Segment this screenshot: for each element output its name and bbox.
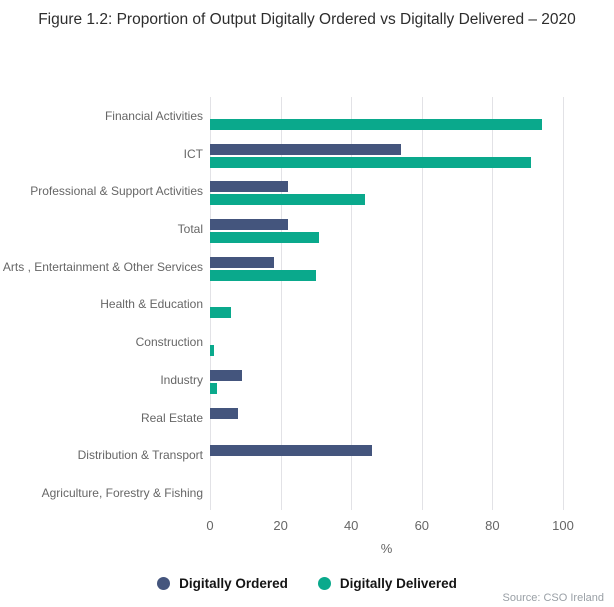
- bar-digitally-ordered: [210, 219, 288, 231]
- category-label: Distribution & Transport: [77, 448, 203, 463]
- x-axis-label: %: [380, 541, 393, 556]
- category-label: Industry: [160, 372, 203, 387]
- legend-dot-ordered-icon: [157, 577, 171, 590]
- category-row: Distribution & Transport: [0, 436, 614, 474]
- chart-title: Figure 1.2: Proportion of Output Digital…: [38, 11, 576, 28]
- x-axis-tick-label: 60: [414, 518, 430, 533]
- category-row: Financial Activities: [0, 97, 614, 135]
- legend-label-ordered: Digitally Ordered: [179, 576, 288, 591]
- bar-group: [210, 369, 614, 394]
- bar-digitally-delivered: [210, 382, 218, 394]
- category-label: Health & Education: [100, 297, 203, 312]
- bar-digitally-delivered: [210, 269, 316, 281]
- category-label: Construction: [135, 335, 203, 350]
- category-label: Financial Activities: [104, 108, 203, 123]
- category-label: Arts , Entertainment & Other Services: [2, 259, 203, 274]
- category-row: Industry: [0, 361, 614, 399]
- x-axis-tick-label: 100: [552, 518, 574, 533]
- bar-digitally-ordered: [210, 407, 239, 419]
- bar-digitally-delivered: [210, 156, 532, 168]
- bar-digitally-delivered: [210, 345, 214, 357]
- gridline: [492, 97, 494, 510]
- x-axis-tick-label: 40: [343, 518, 359, 533]
- category-row: Total: [0, 210, 614, 248]
- category-label: Professional & Support Activities: [30, 184, 203, 199]
- source-note: Source: CSO Ireland: [502, 592, 605, 604]
- x-axis-tick-label: 0: [206, 518, 214, 533]
- category-label: ICT: [183, 146, 203, 161]
- bar-group: [210, 256, 614, 281]
- category-row: Construction: [0, 323, 614, 361]
- legend-label-delivered: Digitally Delivered: [339, 576, 457, 591]
- gridline: [280, 97, 282, 510]
- x-axis-tick-label: 80: [485, 518, 500, 533]
- bar-group: [210, 407, 614, 432]
- bar-group: [210, 294, 614, 319]
- category-label: Total: [177, 222, 203, 237]
- bar-digitally-ordered: [210, 369, 242, 381]
- category-row: Arts , Entertainment & Other Services: [0, 248, 614, 286]
- bar-digitally-ordered: [210, 181, 288, 193]
- gridline: [421, 97, 423, 510]
- x-axis-tick-label: 20: [273, 518, 288, 533]
- bar-digitally-delivered: [210, 118, 542, 130]
- bar-group: [210, 445, 614, 469]
- category-row: Professional & Support Activities: [0, 172, 614, 210]
- category-label: Agriculture, Forestry & Fishing: [41, 486, 203, 501]
- x-axis-ticks: 0 20 40 60 80 100: [206, 518, 596, 534]
- bar-group: [210, 219, 614, 244]
- bar-digitally-ordered: [210, 445, 373, 457]
- bar-digitally-ordered: [210, 256, 274, 268]
- category-row: Health & Education: [0, 286, 614, 324]
- bar-group: [210, 483, 614, 507]
- bar-digitally-delivered: [210, 232, 320, 244]
- gridline: [351, 97, 353, 510]
- gridline: [210, 97, 211, 510]
- plot-gridlines: [210, 97, 596, 510]
- bar-group: [210, 332, 614, 357]
- bar-digitally-delivered: [210, 307, 232, 319]
- legend-item-digitally-ordered: Digitally Ordered: [157, 576, 288, 591]
- chart-legend: Digitally Ordered Digitally Delivered: [0, 576, 614, 591]
- category-label: Real Estate: [140, 410, 203, 425]
- legend-dot-delivered-icon: [317, 577, 331, 590]
- bar-group: [210, 181, 614, 206]
- chart-rows: Financial Activities ICT Professional & Su…: [0, 97, 614, 512]
- legend-item-digitally-delivered: Digitally Delivered: [317, 576, 457, 591]
- gridline: [563, 97, 564, 510]
- category-row: Agriculture, Forestry & Fishing: [0, 474, 614, 512]
- bar-digitally-delivered: [210, 194, 366, 206]
- category-row: Real Estate: [0, 399, 614, 437]
- bar-group: [210, 143, 614, 168]
- bar-group: [210, 106, 614, 130]
- bar-digitally-ordered: [210, 143, 401, 155]
- category-row: ICT: [0, 135, 614, 173]
